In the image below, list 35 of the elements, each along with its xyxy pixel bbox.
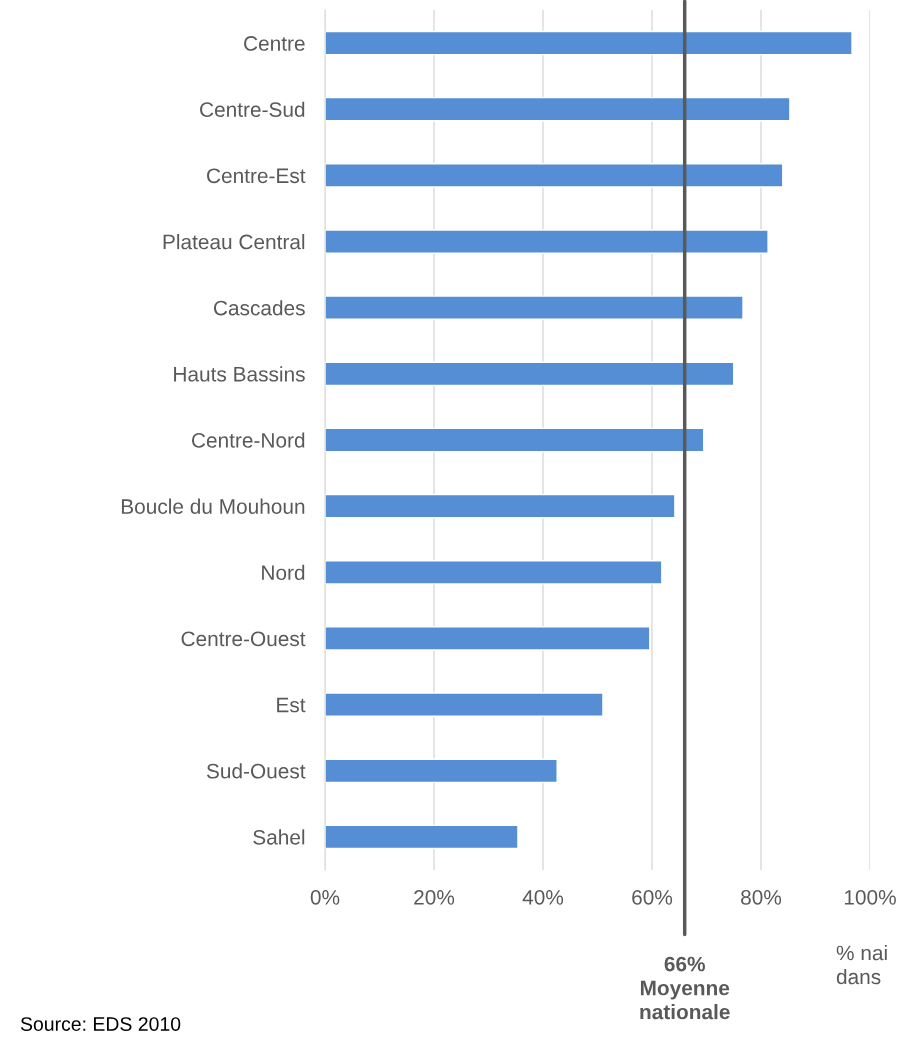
x-tick-label: 20% (414, 889, 455, 905)
ref-line-label: 66% Moyenne nationale (640, 956, 730, 1020)
y-tick-label: Cascades (213, 300, 305, 316)
bar (325, 163, 784, 188)
bar (325, 692, 604, 717)
bar (325, 295, 744, 320)
y-tick-label: Est (277, 697, 306, 713)
y-tick-label: Plateau Central (163, 233, 305, 250)
bar (325, 493, 676, 519)
bar (325, 824, 519, 850)
bar (325, 361, 735, 387)
bar (325, 229, 769, 254)
bar (325, 30, 853, 56)
x-tick-label: 100% (844, 889, 896, 905)
bar (325, 96, 791, 122)
y-tick-label: Centre-Est (207, 168, 306, 184)
y-tick-label: Centre-Sud (200, 101, 305, 117)
y-tick-label: Sahel (253, 829, 305, 845)
y-tick-label: Hauts Bassins (174, 366, 305, 382)
y-tick-label: Centre (244, 36, 305, 51)
bar (325, 427, 705, 453)
bar (325, 560, 663, 585)
bar (325, 626, 651, 651)
x-tick-label: 60% (632, 889, 673, 905)
y-tick-label: Sud-Ouest (206, 763, 306, 779)
y-tick-label: Centre-Nord (192, 432, 305, 448)
y-tick-label: Nord (262, 564, 305, 581)
x-tick-label: 40% (522, 889, 564, 905)
source-note: Source: EDS 2010 (20, 1017, 181, 1031)
y-tick-label: Centre-Ouest (181, 631, 306, 647)
x-tick-label: 0% (310, 889, 340, 905)
bar (325, 758, 558, 784)
y-tick-label: Boucle du Mouhoun (121, 498, 305, 514)
x-tick-label: 80% (741, 889, 782, 905)
x-axis-title: % nai dans (836, 945, 887, 985)
